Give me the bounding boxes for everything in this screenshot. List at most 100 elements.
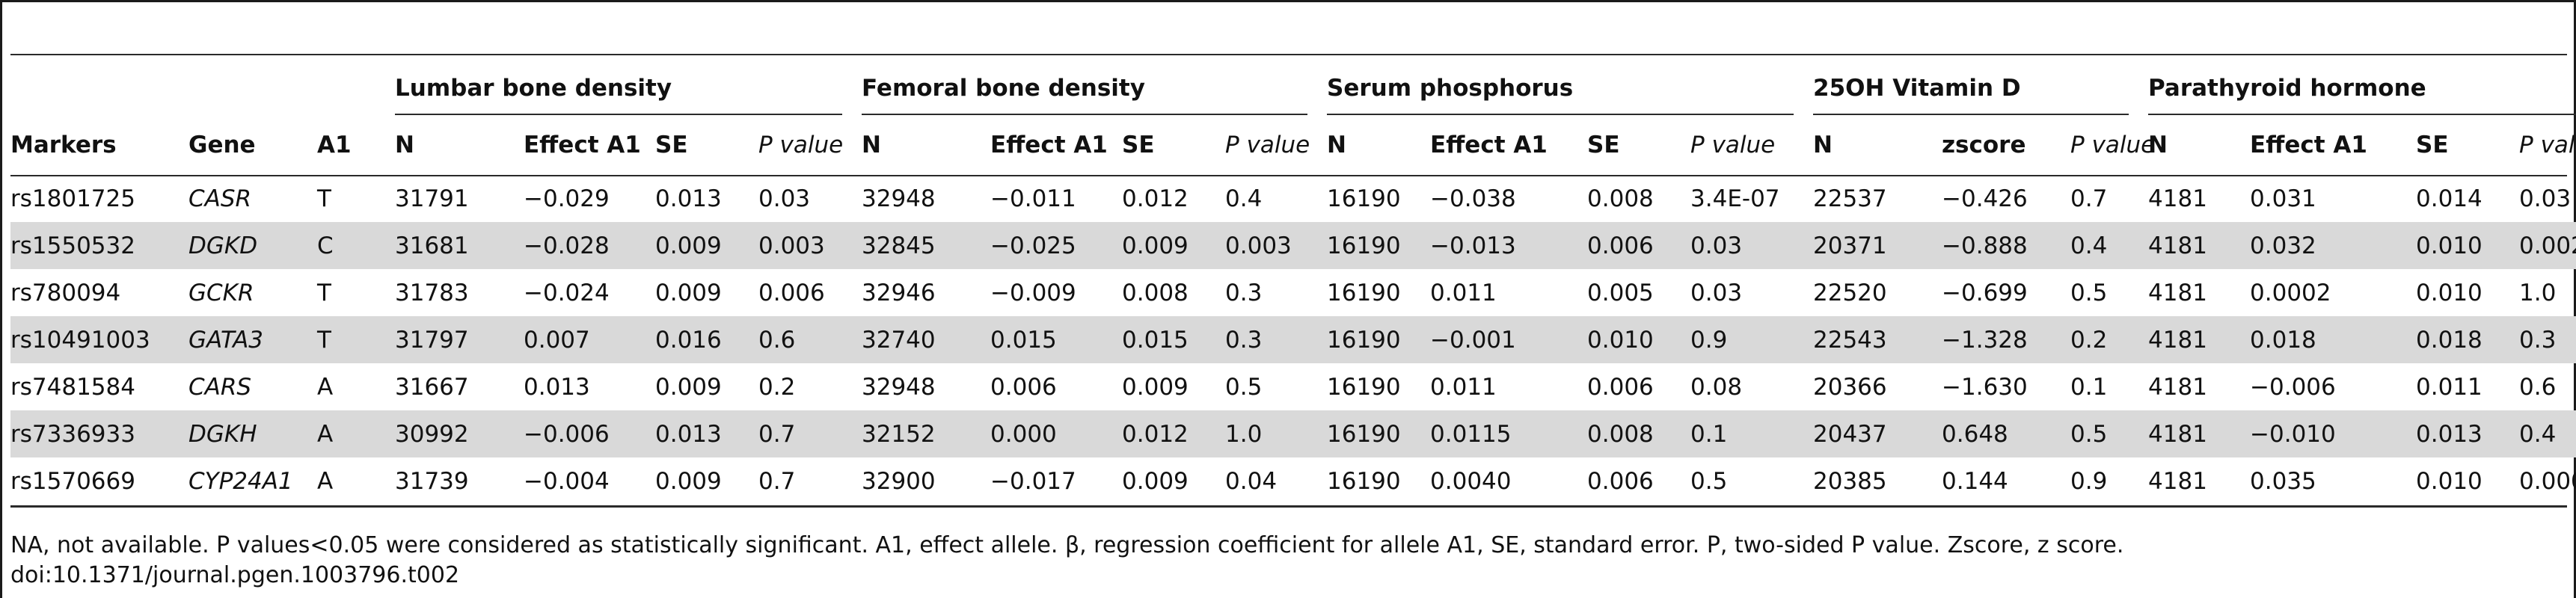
- value-cell: 1.0: [1225, 420, 1263, 448]
- group-femoral: Femoral bone density: [862, 61, 1327, 115]
- header-bottom-rule: [10, 175, 2567, 176]
- value-cell: 0.013: [2416, 420, 2483, 448]
- col-lumbar-effect: Effect A1: [524, 132, 641, 158]
- value-cell: 3.4E-07: [1690, 185, 1780, 212]
- value-cell: −0.013: [1430, 232, 1516, 259]
- value-cell: −0.006: [2250, 373, 2336, 401]
- value-cell: 0.9: [1690, 326, 1728, 354]
- value-cell: 30992: [395, 420, 469, 448]
- value-cell: 0.006: [1587, 373, 1654, 401]
- value-cell: 0.032: [2250, 232, 2316, 259]
- value-cell: −1.328: [1942, 326, 2028, 354]
- value-cell: 0.011: [2416, 373, 2483, 401]
- value-cell: −0.699: [1942, 279, 2028, 306]
- value-cell: 0.010: [2416, 232, 2483, 259]
- a1-cell: A: [317, 467, 334, 495]
- value-cell: 0.018: [2416, 326, 2483, 354]
- value-cell: 31791: [395, 185, 469, 212]
- value-cell: 0.016: [655, 326, 722, 354]
- value-cell: 0.6: [2519, 373, 2557, 401]
- value-cell: −0.006: [524, 420, 610, 448]
- value-cell: 0.010: [2416, 467, 2483, 495]
- value-cell: 0.015: [990, 326, 1057, 354]
- value-cell: 32152: [862, 420, 936, 448]
- marker-cell: rs10491003: [10, 326, 150, 354]
- value-cell: 16190: [1327, 279, 1401, 306]
- marker-cell: rs780094: [10, 279, 121, 306]
- value-cell: 20371: [1813, 232, 1887, 259]
- value-cell: 0.009: [1122, 232, 1189, 259]
- value-cell: 31783: [395, 279, 469, 306]
- doi-link[interactable]: doi:10.1371/journal.pgen.1003796.t002: [10, 562, 460, 588]
- value-cell: 32740: [862, 326, 936, 354]
- a1-cell: T: [317, 326, 331, 354]
- value-cell: 0.7: [758, 420, 796, 448]
- value-cell: 0.031: [2250, 185, 2316, 212]
- results-table: Lumbar bone density Femoral bone density…: [10, 61, 2576, 505]
- marker-cell: rs1550532: [10, 232, 135, 259]
- value-cell: 1.0: [2519, 279, 2557, 306]
- value-cell: 0.013: [524, 373, 590, 401]
- value-cell: 0.002: [2519, 232, 2576, 259]
- col-vitd-p: P value: [2070, 132, 2156, 158]
- a1-cell: C: [317, 232, 334, 259]
- value-cell: 0.008: [1587, 420, 1654, 448]
- col-phos-n: N: [1327, 132, 1346, 158]
- value-cell: 0.0005: [2519, 467, 2576, 495]
- value-cell: 0.5: [2070, 279, 2108, 306]
- value-cell: 0.006: [1587, 232, 1654, 259]
- value-cell: 0.005: [1587, 279, 1654, 306]
- value-cell: 22537: [1813, 185, 1887, 212]
- value-cell: 0.014: [2416, 185, 2483, 212]
- value-cell: 0.03: [1690, 232, 1743, 259]
- value-cell: 0.4: [2070, 232, 2108, 259]
- table-row: rs10491003 GATA3 T 31797 0.007 0.016 0.6…: [10, 316, 2576, 363]
- table-row: rs1550532 DGKD C 31681 −0.028 0.009 0.00…: [10, 222, 2576, 269]
- table-row: rs1570669 CYP24A1 A 31739 −0.004 0.009 0…: [10, 457, 2576, 505]
- col-phos-effect: Effect A1: [1430, 132, 1548, 158]
- marker-cell: rs7481584: [10, 373, 135, 401]
- value-cell: 16190: [1327, 326, 1401, 354]
- col-a1: A1: [317, 132, 352, 158]
- value-cell: 0.012: [1122, 185, 1189, 212]
- value-cell: 0.003: [758, 232, 825, 259]
- value-cell: 4181: [2148, 420, 2207, 448]
- value-cell: −0.011: [990, 185, 1076, 212]
- top-rule: [10, 54, 2567, 55]
- value-cell: 0.006: [758, 279, 825, 306]
- value-cell: 0.0002: [2250, 279, 2331, 306]
- a1-cell: A: [317, 373, 334, 401]
- value-cell: 31797: [395, 326, 469, 354]
- a1-cell: T: [317, 279, 331, 306]
- value-cell: 0.018: [2250, 326, 2316, 354]
- value-cell: −0.426: [1942, 185, 2028, 212]
- col-femoral-p: P value: [1225, 132, 1310, 158]
- value-cell: 32948: [862, 185, 936, 212]
- value-cell: 16190: [1327, 185, 1401, 212]
- column-header-row: Markers Gene A1 N Effect A1 SE P value N…: [10, 115, 2576, 175]
- value-cell: −0.009: [990, 279, 1076, 306]
- col-vitd-n: N: [1813, 132, 1833, 158]
- value-cell: 0.08: [1690, 373, 1743, 401]
- value-cell: 0.009: [655, 373, 722, 401]
- table-row: rs7336933 DGKH A 30992 −0.006 0.013 0.7 …: [10, 410, 2576, 457]
- value-cell: 0.009: [655, 467, 722, 495]
- value-cell: 4181: [2148, 326, 2207, 354]
- value-cell: 0.6: [758, 326, 796, 354]
- value-cell: 0.011: [1430, 373, 1497, 401]
- value-cell: −0.010: [2250, 420, 2336, 448]
- col-phos-p: P value: [1690, 132, 1776, 158]
- value-cell: 0.009: [1122, 373, 1189, 401]
- value-cell: 0.007: [524, 326, 590, 354]
- value-cell: 0.7: [2070, 185, 2108, 212]
- table-row: rs780094 GCKR T 31783 −0.024 0.009 0.006…: [10, 269, 2576, 316]
- value-cell: 0.3: [1225, 279, 1263, 306]
- value-cell: 0.008: [1587, 185, 1654, 212]
- value-cell: 4181: [2148, 467, 2207, 495]
- value-cell: 0.4: [2519, 420, 2557, 448]
- col-femoral-se: SE: [1122, 132, 1155, 158]
- value-cell: 31667: [395, 373, 469, 401]
- gene-cell: DGKH: [188, 420, 257, 448]
- value-cell: 4181: [2148, 279, 2207, 306]
